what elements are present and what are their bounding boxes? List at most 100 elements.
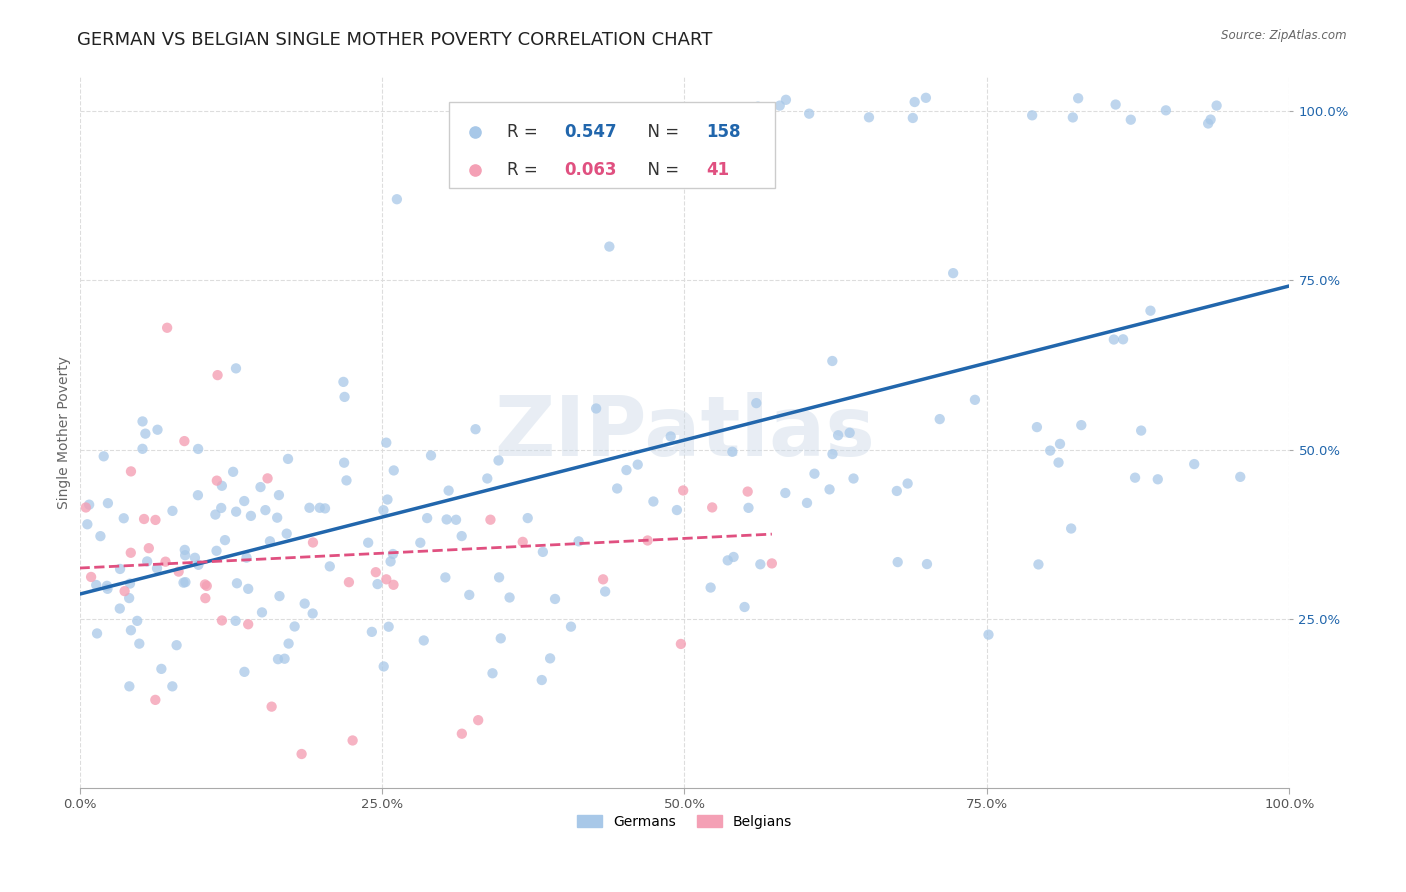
Text: N =: N = — [637, 161, 685, 178]
Point — [1229, 470, 1251, 484]
Point — [1039, 443, 1062, 458]
Point — [749, 558, 772, 572]
Point — [1146, 472, 1168, 486]
Point — [385, 192, 408, 206]
Point — [464, 156, 486, 170]
Point — [416, 511, 439, 525]
Point — [150, 662, 173, 676]
Point — [333, 390, 356, 404]
Point — [127, 614, 149, 628]
Point — [1205, 98, 1227, 112]
Point — [256, 471, 278, 485]
Point — [761, 557, 783, 571]
Point — [75, 500, 97, 515]
Point — [797, 106, 820, 120]
Point — [1112, 332, 1135, 346]
Point — [145, 513, 167, 527]
Point — [616, 463, 638, 477]
Point — [516, 511, 538, 525]
Point — [314, 501, 336, 516]
Point — [174, 575, 197, 590]
Point — [464, 192, 486, 206]
Point — [842, 471, 865, 485]
Point — [302, 535, 325, 549]
Point — [592, 572, 614, 586]
Point — [89, 529, 111, 543]
Point — [560, 620, 582, 634]
Point — [235, 550, 257, 565]
Point — [467, 713, 489, 727]
Point — [233, 494, 256, 508]
Point — [1067, 91, 1090, 105]
Point — [637, 533, 659, 548]
Point — [928, 412, 950, 426]
Point — [477, 471, 499, 485]
Point — [194, 591, 217, 606]
Point — [498, 591, 520, 605]
Point — [80, 570, 103, 584]
Point — [530, 673, 553, 687]
Point — [665, 503, 688, 517]
Point — [897, 476, 920, 491]
Point — [269, 589, 291, 603]
Point — [266, 510, 288, 524]
Point — [364, 565, 387, 579]
Point — [225, 614, 247, 628]
Point — [479, 513, 502, 527]
Point — [409, 535, 432, 549]
Point — [301, 607, 323, 621]
Point — [162, 504, 184, 518]
Point — [136, 554, 159, 568]
Point — [1060, 522, 1083, 536]
Point — [380, 554, 402, 568]
Point — [162, 679, 184, 693]
Point — [204, 508, 226, 522]
Text: GERMAN VS BELGIAN SINGLE MOTHER POVERTY CORRELATION CHART: GERMAN VS BELGIAN SINGLE MOTHER POVERTY … — [77, 31, 713, 49]
Point — [747, 100, 769, 114]
Point — [214, 533, 236, 548]
Point — [120, 546, 142, 560]
Point — [108, 562, 131, 576]
Point — [367, 577, 389, 591]
Point — [1102, 333, 1125, 347]
Point — [211, 614, 233, 628]
Point — [373, 659, 395, 673]
Point — [1130, 424, 1153, 438]
Point — [333, 456, 356, 470]
Text: 0.547: 0.547 — [565, 123, 617, 141]
Point — [194, 577, 217, 591]
Point — [669, 637, 692, 651]
Point — [723, 549, 745, 564]
Point — [143, 693, 166, 707]
Point — [904, 95, 927, 109]
Point — [1199, 112, 1222, 127]
Point — [233, 665, 256, 679]
Point — [277, 637, 299, 651]
Point — [173, 542, 195, 557]
Point — [337, 575, 360, 590]
Point — [659, 429, 682, 443]
Point — [86, 626, 108, 640]
Point — [209, 500, 232, 515]
Point — [118, 591, 141, 605]
Point — [963, 392, 986, 407]
Text: 158: 158 — [706, 123, 741, 141]
Point — [796, 496, 818, 510]
Point — [238, 617, 260, 632]
Point — [627, 458, 650, 472]
Point — [464, 422, 486, 436]
Point — [775, 486, 797, 500]
Point — [187, 558, 209, 572]
Point — [118, 679, 141, 693]
Point — [205, 474, 228, 488]
Text: 0.063: 0.063 — [565, 161, 617, 178]
Point — [818, 483, 841, 497]
Text: N =: N = — [637, 123, 685, 141]
Point — [434, 570, 457, 584]
Point — [225, 505, 247, 519]
Point — [291, 747, 314, 761]
Point — [76, 517, 98, 532]
Point — [226, 576, 249, 591]
Point — [377, 620, 399, 634]
Point — [737, 484, 759, 499]
